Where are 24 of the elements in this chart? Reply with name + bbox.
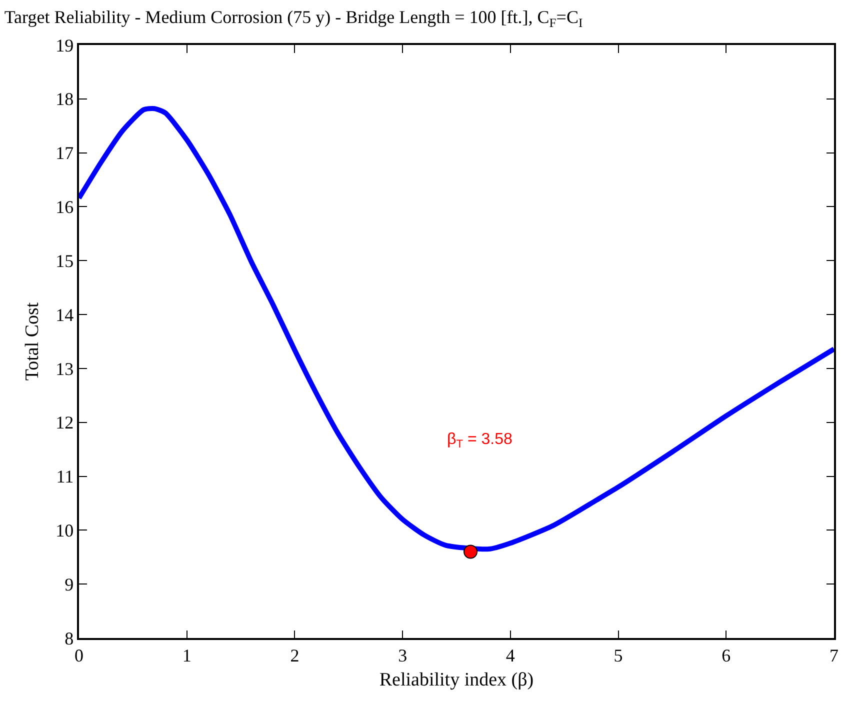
y-tick-label: 18 bbox=[56, 89, 74, 110]
x-tick-label: 3 bbox=[398, 645, 408, 666]
x-tick-label: 5 bbox=[614, 645, 623, 666]
y-tick-label: 10 bbox=[56, 520, 74, 540]
y-tick-label: 9 bbox=[64, 574, 74, 594]
y-axis-title: Total Cost bbox=[22, 302, 43, 381]
x-tick-label: 7 bbox=[830, 645, 838, 666]
x-tick-label: 2 bbox=[290, 645, 300, 666]
y-tick-label: 15 bbox=[56, 250, 74, 271]
y-tick-label: 17 bbox=[56, 143, 74, 164]
y-tick-label: 13 bbox=[56, 358, 74, 379]
y-tick-label: 11 bbox=[56, 466, 74, 487]
x-axis-title: Reliability index (β) bbox=[379, 670, 534, 691]
x-tick-label: 4 bbox=[506, 645, 515, 666]
y-tick-label: 14 bbox=[56, 304, 74, 325]
y-tick-label: 16 bbox=[56, 197, 74, 218]
y-tick-label: 8 bbox=[64, 628, 74, 648]
chart-title: Target Reliability - Medium Corrosion (75 y) - Bridge Length = 100 [ft.], C$_{F}$=C$_{I}$ bbox=[4, 7, 583, 30]
annotation: β$_{T}$ = 3.58 bbox=[447, 431, 513, 450]
y-tick-label: 12 bbox=[56, 412, 74, 433]
x-tick-label: 1 bbox=[182, 645, 192, 666]
x-tick-label: 0 bbox=[74, 645, 84, 666]
y-tick-label: 19 bbox=[56, 35, 74, 56]
x-tick-label: 6 bbox=[722, 645, 731, 666]
